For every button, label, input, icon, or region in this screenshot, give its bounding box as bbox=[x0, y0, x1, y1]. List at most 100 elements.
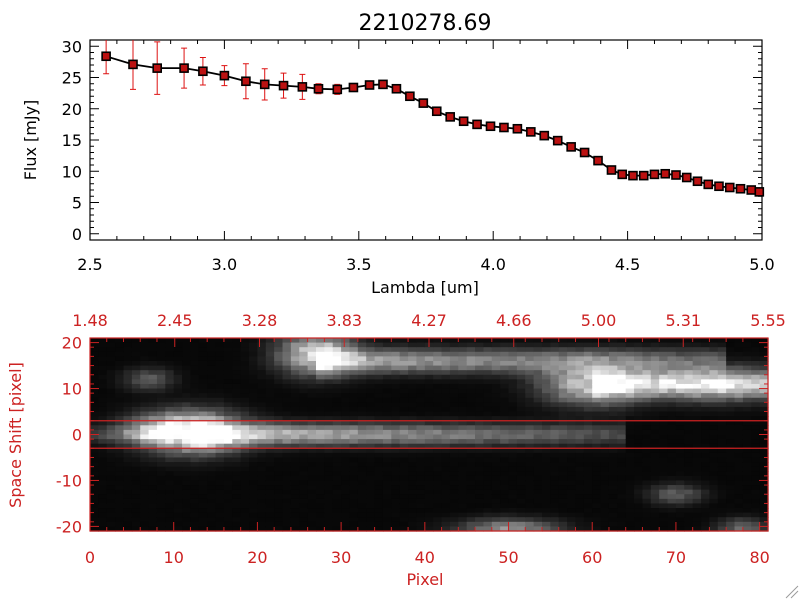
image-cell bbox=[525, 374, 535, 380]
image-cell bbox=[491, 397, 501, 403]
image-cell bbox=[491, 521, 501, 528]
image-cell bbox=[123, 429, 133, 436]
spectrum-image bbox=[90, 338, 769, 532]
image-cell bbox=[324, 406, 334, 413]
image-cell bbox=[483, 489, 493, 495]
image-cell bbox=[240, 498, 250, 505]
image-cell bbox=[617, 420, 627, 426]
image-cell bbox=[692, 494, 702, 500]
image-cell bbox=[382, 351, 392, 357]
image-cell bbox=[642, 429, 652, 436]
image-cell bbox=[98, 406, 108, 413]
image-cell bbox=[717, 485, 727, 491]
image-cell bbox=[634, 521, 644, 528]
image-cell bbox=[190, 503, 200, 509]
image-cell bbox=[751, 342, 761, 348]
image-cell bbox=[349, 374, 359, 380]
image-cell bbox=[257, 521, 267, 528]
image-cell bbox=[483, 443, 493, 449]
image-cell bbox=[265, 457, 275, 463]
image-cell bbox=[408, 494, 418, 500]
image-cell bbox=[215, 475, 225, 482]
image-cell bbox=[290, 338, 300, 344]
image-cell bbox=[357, 379, 367, 385]
image-cell bbox=[165, 425, 175, 431]
y-tick-label: 10 bbox=[62, 162, 82, 181]
image-cell bbox=[299, 342, 309, 348]
image-cell bbox=[366, 452, 376, 459]
image-cell bbox=[408, 443, 418, 449]
image-cell bbox=[349, 356, 359, 362]
y-tick-label: 5 bbox=[72, 194, 82, 213]
image-cell bbox=[408, 388, 418, 394]
image-cell bbox=[215, 443, 225, 449]
image-cell bbox=[274, 356, 284, 362]
image-cell bbox=[190, 402, 200, 408]
image-cell bbox=[324, 489, 334, 495]
image-cell bbox=[458, 503, 468, 509]
image-cell bbox=[634, 485, 644, 491]
image-cell bbox=[131, 503, 141, 509]
image-cell bbox=[751, 420, 761, 426]
image-cell bbox=[600, 351, 610, 357]
image-cell bbox=[274, 466, 284, 472]
image-cell bbox=[449, 471, 459, 477]
image-cell bbox=[542, 393, 551, 399]
image-cell bbox=[475, 485, 485, 491]
image-cell bbox=[475, 360, 485, 367]
image-cell bbox=[684, 411, 694, 417]
image-cell bbox=[240, 480, 250, 486]
image-cell bbox=[592, 485, 602, 491]
image-cell bbox=[625, 517, 635, 523]
image-cell bbox=[684, 512, 694, 518]
image-cell bbox=[575, 360, 585, 367]
image-cell bbox=[382, 411, 392, 417]
image-cell bbox=[642, 521, 652, 528]
image-cell bbox=[533, 526, 543, 532]
image-cell bbox=[466, 406, 476, 413]
image-cell bbox=[500, 439, 510, 445]
image-cell bbox=[249, 485, 259, 491]
image-cell bbox=[190, 425, 200, 431]
image-cell bbox=[282, 360, 292, 367]
image-cell bbox=[650, 503, 660, 509]
image-cell bbox=[106, 338, 116, 344]
image-cell bbox=[542, 457, 551, 463]
image-cell bbox=[374, 365, 384, 371]
image-cell bbox=[508, 439, 518, 445]
image-cell bbox=[567, 347, 577, 353]
resize-grip-icon[interactable] bbox=[785, 585, 799, 599]
image-cell bbox=[115, 393, 125, 399]
image-cell bbox=[90, 471, 99, 477]
space-shift-axis-label: Space Shift [pixel] bbox=[6, 362, 25, 508]
image-cell bbox=[692, 508, 702, 514]
image-cell bbox=[416, 338, 426, 344]
image-cell bbox=[475, 448, 485, 454]
image-cell bbox=[165, 356, 175, 362]
image-cell bbox=[106, 370, 116, 376]
image-cell bbox=[516, 480, 526, 486]
image-cell bbox=[634, 512, 644, 518]
image-cell bbox=[366, 351, 376, 357]
image-cell bbox=[349, 521, 359, 528]
image-cell bbox=[290, 425, 300, 431]
image-cell bbox=[742, 388, 752, 394]
image-cell bbox=[207, 347, 217, 353]
image-cell bbox=[558, 462, 568, 468]
image-cell bbox=[90, 416, 99, 422]
image-cell bbox=[240, 429, 250, 436]
image-cell bbox=[608, 434, 618, 440]
image-cell bbox=[416, 425, 426, 431]
image-cell bbox=[684, 338, 694, 344]
image-cell bbox=[215, 508, 225, 514]
image-cell bbox=[131, 452, 141, 459]
image-cell bbox=[550, 360, 560, 367]
image-cell bbox=[374, 498, 384, 505]
image-cell bbox=[600, 406, 610, 413]
image-cell bbox=[625, 498, 635, 505]
image-cell bbox=[516, 406, 526, 413]
image-cell bbox=[751, 526, 761, 532]
image-cell bbox=[391, 512, 401, 518]
image-cell bbox=[692, 420, 702, 426]
image-cell bbox=[115, 448, 125, 454]
